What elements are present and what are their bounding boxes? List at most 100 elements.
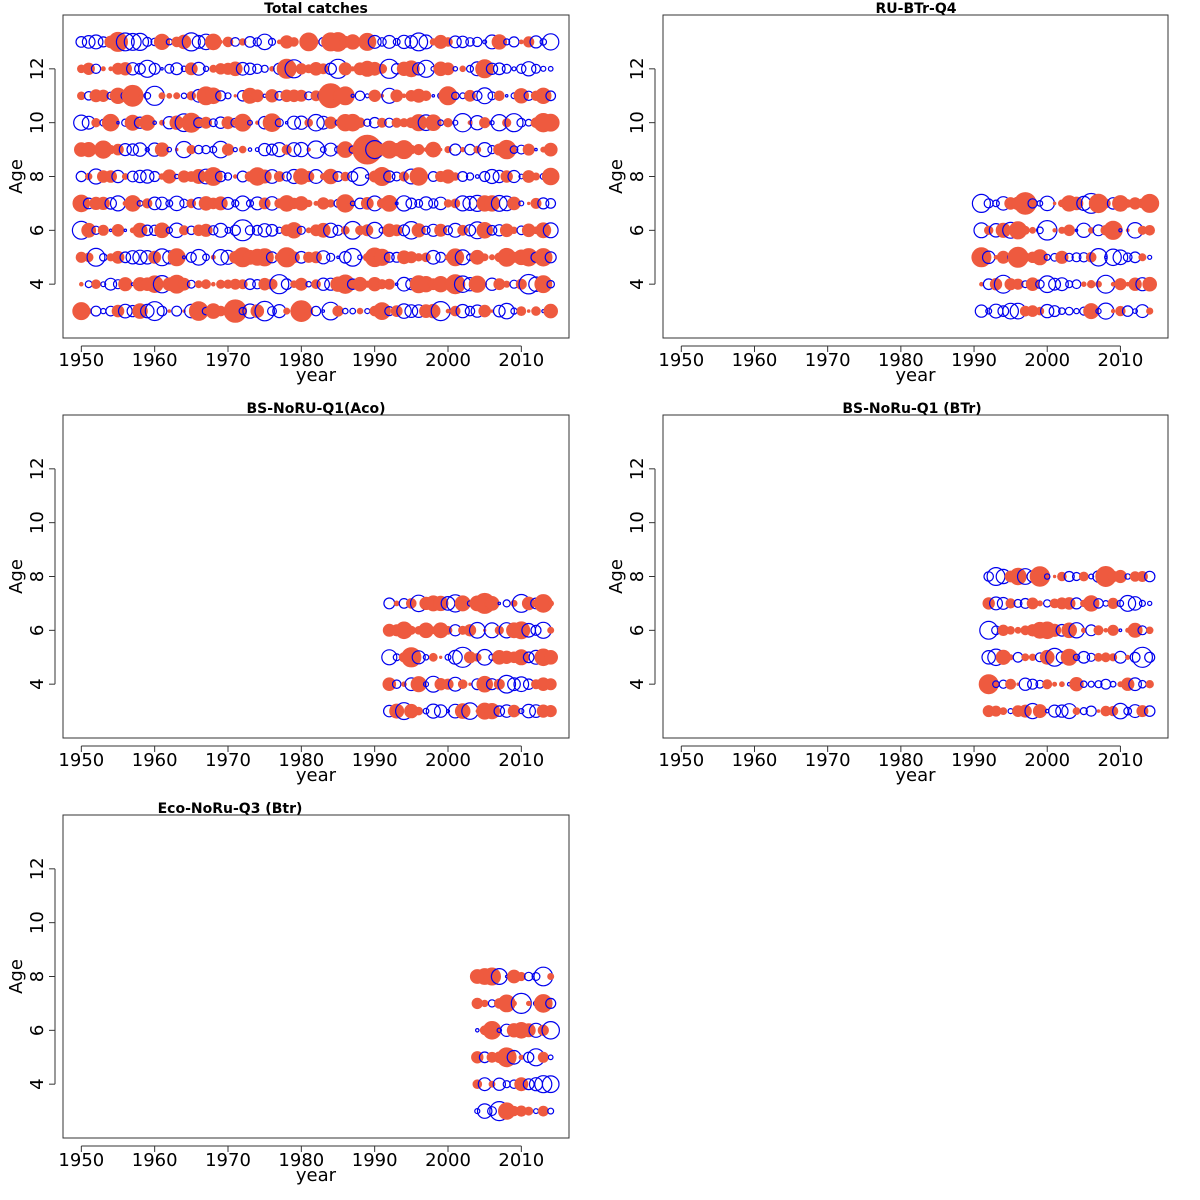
bubble-point xyxy=(507,677,521,692)
bubble-point xyxy=(156,305,168,317)
bubble-point xyxy=(1145,626,1154,635)
bubble-point xyxy=(104,277,118,291)
bubble-point xyxy=(350,93,355,99)
bubble-point xyxy=(502,118,512,128)
bubble-point xyxy=(274,118,284,128)
bubble-point xyxy=(483,195,501,212)
bubble-point xyxy=(483,967,501,986)
bubble-point xyxy=(457,171,469,183)
panel-3: BS-NoRU-Q1(Aco) 1950 1960 1970 1980 1990 2000 2… xyxy=(6,401,570,786)
y-tick-label: 8 xyxy=(27,971,48,982)
bubble-point xyxy=(1125,654,1131,660)
bubble-point xyxy=(983,571,994,582)
bubble-point xyxy=(215,90,227,102)
bubble-point xyxy=(546,279,556,289)
panel-title: BS-NoRU-Q1(Aco) xyxy=(246,401,385,417)
bubble-point xyxy=(474,1028,480,1033)
bubble-point xyxy=(126,170,139,183)
bubble-point xyxy=(1088,227,1095,234)
bubble-point xyxy=(190,248,208,266)
bubble-point xyxy=(1147,254,1153,260)
bubble-point xyxy=(1103,220,1123,240)
bubble-point xyxy=(304,306,314,316)
bubble-point xyxy=(205,87,222,105)
y-axis: 4 6 8 10 12 Age xyxy=(6,57,56,290)
bubble-point xyxy=(155,196,169,211)
bubble-point xyxy=(480,253,489,262)
bubble-point xyxy=(1123,706,1133,716)
x-axis-title: year xyxy=(296,765,337,786)
bubble-point xyxy=(363,118,372,127)
bubble-point xyxy=(324,116,337,129)
bubble-point xyxy=(145,275,164,294)
bubble-point xyxy=(543,303,559,319)
bubble-point xyxy=(231,219,254,242)
bubble-point xyxy=(118,143,132,157)
bubble-point xyxy=(267,37,277,47)
bubble-point xyxy=(186,144,197,155)
bubble-point xyxy=(77,91,86,101)
bubble-point xyxy=(130,32,150,52)
x-tick-label: 1950 xyxy=(58,750,104,771)
bubble-point xyxy=(126,143,139,156)
bubble-point xyxy=(124,195,141,212)
bubble-point xyxy=(181,32,201,52)
bubble-point xyxy=(281,171,292,182)
bubble-point xyxy=(545,90,557,102)
bubble-point xyxy=(1036,199,1044,207)
bubble-point xyxy=(1063,570,1075,583)
bubble-point xyxy=(497,139,517,160)
bubble-point xyxy=(425,141,442,158)
bubble-point xyxy=(244,278,256,291)
bubble-point xyxy=(144,146,150,153)
bubble-point xyxy=(200,116,212,129)
bubble-point xyxy=(454,703,471,719)
x-tick-label: 1980 xyxy=(878,350,924,371)
bubble-point xyxy=(500,170,513,183)
bubble-point xyxy=(364,308,371,315)
bubbles xyxy=(71,31,560,323)
bubble-point xyxy=(401,93,407,99)
bubble-point xyxy=(420,90,432,102)
bubble-point xyxy=(170,62,184,76)
bubble-point xyxy=(119,251,132,264)
bubble-point xyxy=(143,91,152,100)
bubble-point xyxy=(224,92,232,100)
bubble-point xyxy=(123,228,128,233)
bubble-point xyxy=(992,199,1000,208)
bubble-point xyxy=(457,679,468,690)
bubble-point xyxy=(486,224,498,236)
bubble-point xyxy=(1079,706,1088,716)
bubble-point xyxy=(323,222,339,238)
bubble-point xyxy=(104,170,117,183)
bubble-point xyxy=(545,197,557,209)
y-tick-label: 10 xyxy=(627,511,648,534)
bubble-point xyxy=(173,92,181,100)
bubble-point xyxy=(250,89,264,103)
bubble-point xyxy=(450,91,460,101)
bubbles xyxy=(971,192,1160,320)
bubble-point xyxy=(141,224,154,237)
bubble-point xyxy=(392,37,401,46)
bubble-point xyxy=(221,196,235,210)
bubble-point xyxy=(521,703,536,719)
bubble-point xyxy=(1119,594,1137,612)
bubble-point xyxy=(526,309,531,313)
bubble-point xyxy=(132,303,148,319)
x-tick-label: 1990 xyxy=(352,750,398,771)
bubble-point xyxy=(404,35,419,49)
x-tick-label: 1960 xyxy=(132,350,178,371)
bubble-point xyxy=(985,307,993,315)
bubble-point xyxy=(373,302,391,321)
bubble-point xyxy=(978,674,999,695)
bubble-point xyxy=(1113,569,1128,584)
x-tick-label: 2000 xyxy=(1024,750,1070,771)
bubble-point xyxy=(1048,277,1062,291)
bubble-point xyxy=(1144,225,1155,236)
bubble-point xyxy=(511,66,517,72)
bubble-point xyxy=(1036,220,1058,241)
bubble-point xyxy=(983,198,994,209)
bubble-point xyxy=(416,59,436,78)
bubble-point xyxy=(444,653,452,661)
